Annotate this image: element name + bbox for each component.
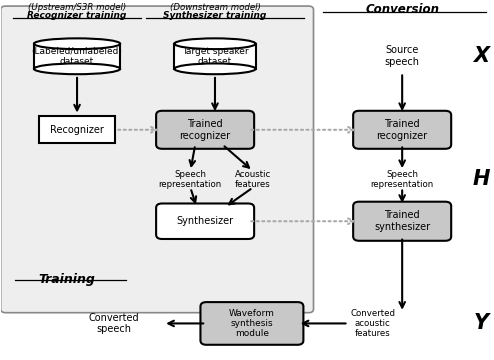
Text: Recognizer training: Recognizer training <box>27 11 127 20</box>
Text: Converted
acoustic
features: Converted acoustic features <box>350 309 395 338</box>
Text: Source
speech: Source speech <box>385 45 420 67</box>
Ellipse shape <box>174 39 255 49</box>
Text: Conversion: Conversion <box>365 3 439 16</box>
Text: X: X <box>473 46 489 66</box>
Ellipse shape <box>34 63 120 74</box>
Ellipse shape <box>174 63 255 74</box>
Ellipse shape <box>175 39 255 49</box>
Bar <box>34 44 120 69</box>
Text: Converted
speech: Converted speech <box>89 312 139 334</box>
Text: (Upstream/S3R model): (Upstream/S3R model) <box>28 3 126 12</box>
Text: Speech
representation: Speech representation <box>159 170 222 189</box>
Ellipse shape <box>34 39 120 49</box>
Text: Speech
representation: Speech representation <box>370 170 434 189</box>
Text: H: H <box>472 169 490 189</box>
FancyBboxPatch shape <box>353 111 451 149</box>
FancyBboxPatch shape <box>0 6 314 313</box>
Text: Waveform
synthesis
module: Waveform synthesis module <box>229 309 275 338</box>
FancyBboxPatch shape <box>353 202 451 241</box>
Text: Trained
recognizer: Trained recognizer <box>179 119 231 141</box>
Bar <box>39 116 115 143</box>
Text: Recognizer: Recognizer <box>50 125 104 135</box>
Text: Acoustic
features: Acoustic features <box>235 170 271 189</box>
FancyBboxPatch shape <box>156 203 254 239</box>
Text: (Labeled/unlabeled)
dataset: (Labeled/unlabeled) dataset <box>32 46 123 66</box>
Text: Trained
recognizer: Trained recognizer <box>376 119 428 141</box>
FancyBboxPatch shape <box>156 111 254 149</box>
Text: Y: Y <box>473 314 489 333</box>
Bar <box>174 44 255 69</box>
Ellipse shape <box>35 39 120 49</box>
Text: Training: Training <box>39 273 96 286</box>
Text: Synthesizer: Synthesizer <box>176 216 234 226</box>
Text: (Downstream model): (Downstream model) <box>169 3 260 12</box>
Text: Synthesizer training: Synthesizer training <box>164 11 267 20</box>
Text: Trained
synthesizer: Trained synthesizer <box>374 211 430 232</box>
Text: Target speaker
dataset: Target speaker dataset <box>182 46 248 66</box>
FancyBboxPatch shape <box>201 302 303 345</box>
